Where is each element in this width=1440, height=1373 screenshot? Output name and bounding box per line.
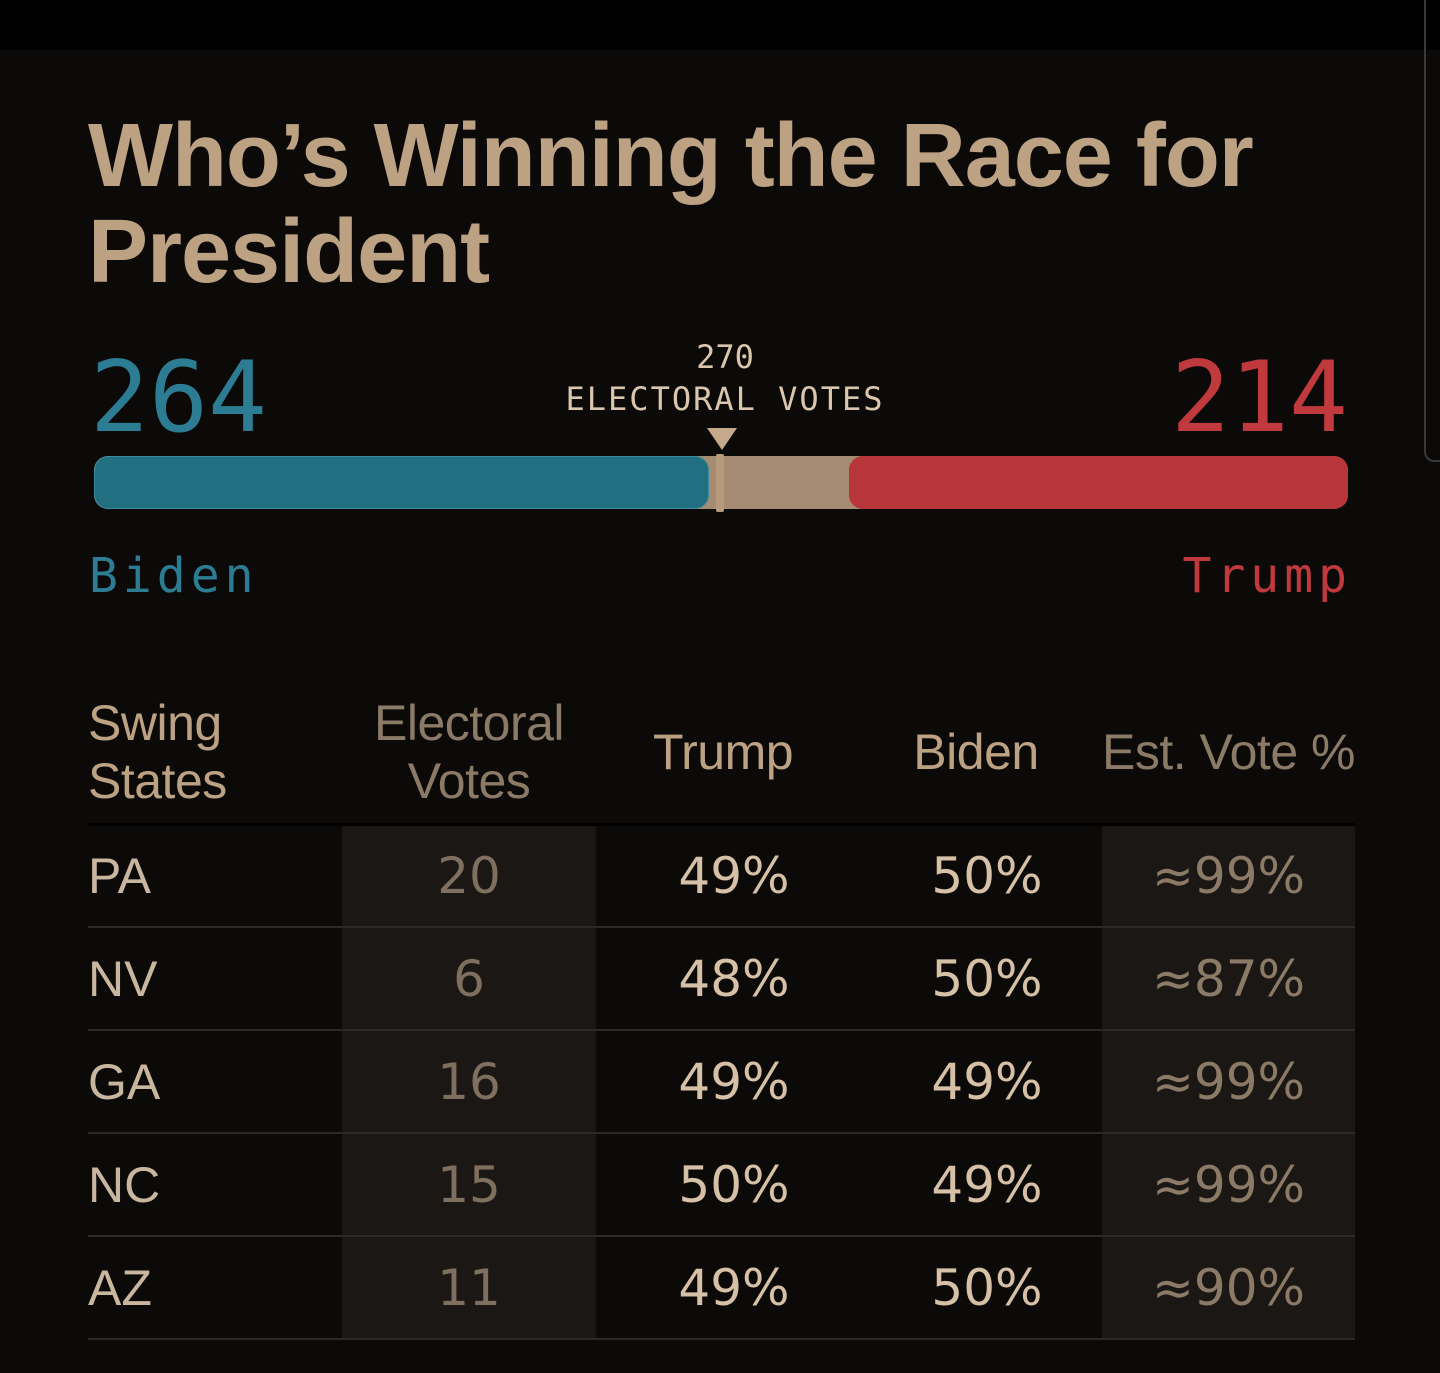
threshold-number: 270 [696, 338, 754, 376]
header-est-vote: Est. Vote % [1102, 724, 1355, 781]
est-vote-cell: ≈99% [1102, 1030, 1355, 1134]
header-swing-states: Swing States [88, 695, 227, 810]
state-cell: GA [88, 1030, 342, 1134]
ev-cell: 20 [342, 824, 596, 928]
trump-cell: 48% [596, 927, 850, 1031]
state-cell: AZ [88, 1236, 342, 1340]
trump-label: Trump [1182, 548, 1352, 604]
header-electoral-votes: Electoral Votes [373, 695, 565, 810]
biden-label: Biden [89, 548, 259, 604]
trump-bar-segment [849, 456, 1348, 509]
trump-cell: 49% [596, 824, 850, 928]
trump-cell: 49% [596, 1030, 850, 1134]
scroll-indicator[interactable] [1424, 0, 1440, 462]
trump-cell: 49% [596, 1236, 850, 1340]
state-cell: NC [88, 1133, 342, 1237]
table-row: NV 6 48% 50% ≈87% [88, 927, 1355, 1031]
ev-cell: 6 [342, 927, 596, 1031]
est-vote-cell: ≈99% [1102, 824, 1355, 928]
biden-cell: 50% [850, 824, 1102, 928]
table-header-row: Swing States Electoral Votes Trump Biden… [88, 682, 1355, 824]
trump-cell: 50% [596, 1133, 850, 1237]
table-row: PA 20 49% 50% ≈99% [88, 824, 1355, 928]
state-cell: NV [88, 927, 342, 1031]
page-title: Who’s Winning the Race for President [88, 106, 1254, 302]
biden-bar-segment [94, 456, 709, 509]
state-cell: PA [88, 824, 342, 928]
biden-cell: 50% [850, 1236, 1102, 1340]
top-status-bar [0, 0, 1440, 50]
biden-cell: 49% [850, 1030, 1102, 1134]
header-trump: Trump [652, 724, 794, 781]
table-row: NC 15 50% 49% ≈99% [88, 1133, 1355, 1237]
est-vote-cell: ≈99% [1102, 1133, 1355, 1237]
threshold-label: ELECTORAL VOTES [565, 380, 885, 418]
biden-cell: 49% [850, 1133, 1102, 1237]
ev-cell: 16 [342, 1030, 596, 1134]
est-vote-cell: ≈87% [1102, 927, 1355, 1031]
table-row: GA 16 49% 49% ≈99% [88, 1030, 1355, 1134]
threshold-marker-icon [707, 428, 737, 450]
header-biden: Biden [913, 724, 1039, 781]
biden-cell: 50% [850, 927, 1102, 1031]
swing-states-table: Swing States Electoral Votes Trump Biden… [88, 682, 1355, 1340]
trump-electoral-count: 214 [1170, 341, 1348, 455]
est-vote-cell: ≈90% [1102, 1236, 1355, 1340]
ev-cell: 11 [342, 1236, 596, 1340]
ev-cell: 15 [342, 1133, 596, 1237]
table-row: AZ 11 49% 50% ≈90% [88, 1236, 1355, 1340]
biden-electoral-count: 264 [90, 341, 268, 455]
threshold-line [716, 454, 724, 512]
